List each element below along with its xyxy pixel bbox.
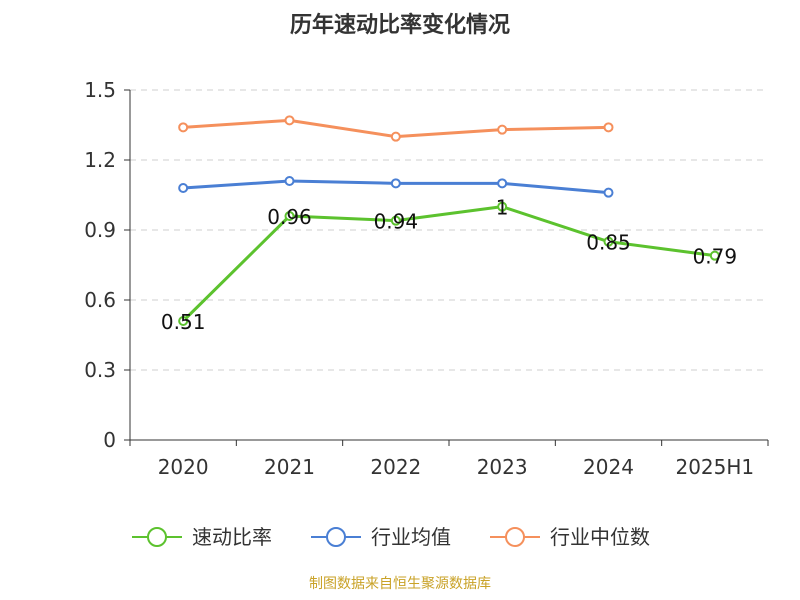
legend-label: 行业均值	[371, 525, 451, 549]
data-point	[603, 122, 614, 133]
data-point	[284, 176, 295, 186]
y-tick-label: 1.5	[84, 78, 116, 102]
x-tick-label: 2025H1	[675, 455, 754, 479]
y-tick-label: 0.3	[84, 358, 116, 382]
data-label: 0.51	[161, 310, 206, 334]
data-point	[284, 115, 295, 126]
y-tick-label: 0.6	[84, 288, 116, 312]
legend[interactable]: 速动比率 行业均值 行业中位数	[132, 525, 650, 549]
x-tick-label: 2020	[158, 455, 209, 479]
legend-label: 速动比率	[192, 525, 272, 549]
data-point	[603, 187, 614, 198]
chart-title: 历年速动比率变化情况	[290, 12, 510, 38]
data-point	[390, 215, 401, 226]
data-point	[284, 211, 295, 221]
data-label: 0.96	[267, 205, 312, 229]
x-tick-label: 2021	[264, 455, 315, 479]
data-point	[709, 250, 720, 261]
data-label: 1	[496, 196, 509, 220]
data-label: 0.79	[693, 245, 738, 269]
x-tick-label: 2024	[583, 455, 634, 479]
axes: 0 0.3 0.6 0.9 1.2 1.5 2020 2021 2022 2023 2024 2025…	[84, 78, 769, 479]
data-point	[178, 122, 189, 133]
data-point	[390, 131, 401, 142]
series-lines	[178, 115, 720, 326]
data-labels: 0.51 0.96 0.94 1 0.85 0.79	[161, 196, 737, 334]
legend-marker	[147, 527, 167, 547]
grid-lines	[130, 89, 768, 371]
x-tick-label: 2023	[477, 455, 528, 479]
data-label: 0.94	[374, 210, 419, 234]
data-point	[178, 183, 189, 193]
x-tick-label: 2022	[370, 455, 421, 479]
data-point	[497, 178, 508, 189]
data-point	[603, 236, 614, 247]
legend-marker	[326, 527, 346, 547]
legend-item[interactable]: 行业均值	[311, 525, 451, 549]
source-note: 制图数据来自恒生聚源数据库	[309, 576, 491, 592]
data-label: 0.85	[586, 231, 631, 255]
y-tick-label: 0.9	[84, 218, 116, 242]
legend-label: 行业中位数	[550, 525, 650, 549]
legend-item[interactable]: 行业中位数	[490, 525, 650, 549]
data-point	[497, 124, 508, 135]
y-tick-label: 0	[103, 428, 116, 452]
legend-marker	[505, 527, 525, 547]
data-point	[390, 178, 401, 189]
data-point	[178, 316, 189, 326]
legend-item[interactable]: 速动比率	[132, 525, 272, 549]
y-tick-label: 1.2	[84, 148, 116, 172]
data-point	[497, 201, 508, 212]
series-line	[182, 205, 716, 323]
